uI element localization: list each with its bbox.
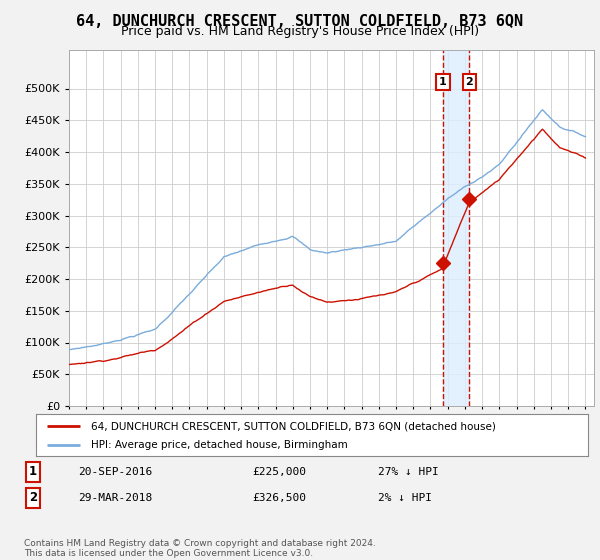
- Text: Price paid vs. HM Land Registry's House Price Index (HPI): Price paid vs. HM Land Registry's House …: [121, 25, 479, 38]
- Text: 29-MAR-2018: 29-MAR-2018: [78, 493, 152, 503]
- Text: 1: 1: [29, 465, 37, 478]
- Text: £326,500: £326,500: [252, 493, 306, 503]
- Text: £225,000: £225,000: [252, 467, 306, 477]
- Text: 2% ↓ HPI: 2% ↓ HPI: [378, 493, 432, 503]
- Text: 1: 1: [439, 77, 447, 87]
- Text: 20-SEP-2016: 20-SEP-2016: [78, 467, 152, 477]
- Text: 64, DUNCHURCH CRESCENT, SUTTON COLDFIELD, B73 6QN (detached house): 64, DUNCHURCH CRESCENT, SUTTON COLDFIELD…: [91, 421, 496, 431]
- Text: 27% ↓ HPI: 27% ↓ HPI: [378, 467, 439, 477]
- Text: Contains HM Land Registry data © Crown copyright and database right 2024.
This d: Contains HM Land Registry data © Crown c…: [24, 539, 376, 558]
- Text: 64, DUNCHURCH CRESCENT, SUTTON COLDFIELD, B73 6QN: 64, DUNCHURCH CRESCENT, SUTTON COLDFIELD…: [76, 14, 524, 29]
- Text: 2: 2: [466, 77, 473, 87]
- Text: 2: 2: [29, 491, 37, 504]
- Bar: [443, 50, 469, 406]
- Text: HPI: Average price, detached house, Birmingham: HPI: Average price, detached house, Birm…: [91, 440, 348, 450]
